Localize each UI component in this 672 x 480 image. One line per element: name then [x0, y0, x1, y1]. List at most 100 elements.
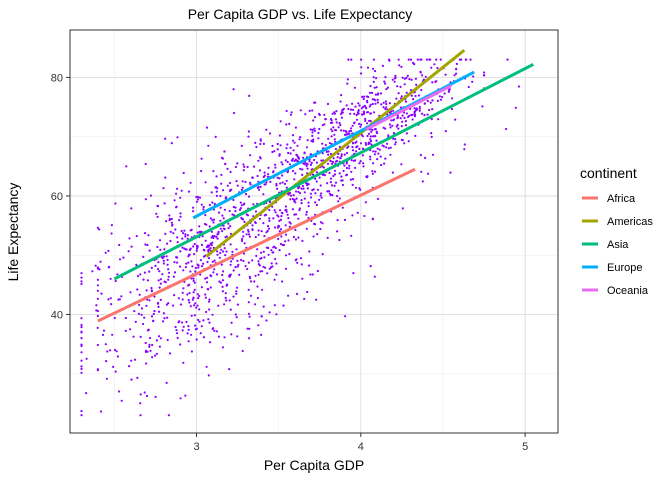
data-point: [238, 208, 242, 211]
data-point: [134, 320, 137, 323]
data-point: [282, 304, 285, 307]
data-point: [413, 115, 416, 118]
data-point: [285, 210, 288, 213]
data-point: [412, 98, 415, 101]
data-point: [204, 181, 207, 184]
data-point: [161, 273, 164, 276]
data-point: [262, 265, 265, 268]
data-point: [273, 278, 276, 281]
data-point: [348, 130, 351, 133]
data-point: [274, 211, 277, 214]
data-point: [353, 112, 356, 115]
data-point: [247, 195, 251, 198]
data-point: [188, 248, 191, 252]
data-point: [272, 251, 275, 254]
data-point: [172, 232, 175, 235]
data-point: [388, 123, 391, 126]
legend-point-europe: [588, 265, 592, 269]
data-point: [236, 184, 239, 187]
data-point: [358, 122, 361, 125]
data-point: [243, 165, 246, 168]
data-point: [96, 297, 99, 300]
data-point: [463, 148, 466, 151]
data-point: [242, 259, 245, 263]
data-point: [296, 144, 299, 147]
data-point: [176, 336, 179, 339]
data-point: [385, 142, 389, 145]
data-point: [361, 95, 364, 98]
data-point: [292, 235, 295, 239]
data-point: [455, 72, 458, 75]
data-point: [96, 289, 99, 292]
data-point: [371, 91, 374, 94]
data-point: [419, 58, 422, 61]
data-point: [262, 142, 265, 145]
data-point: [374, 135, 377, 138]
data-point: [376, 101, 379, 104]
data-point: [372, 150, 375, 153]
data-point: [120, 295, 123, 298]
data-point: [316, 188, 319, 191]
data-point: [201, 235, 204, 238]
data-point: [281, 280, 284, 283]
data-point: [189, 181, 192, 184]
data-point: [239, 201, 242, 204]
data-point: [200, 157, 203, 160]
data-point: [85, 392, 88, 395]
data-point: [307, 264, 311, 267]
data-point: [311, 134, 314, 137]
data-point: [359, 125, 362, 128]
data-point: [295, 292, 299, 295]
data-point: [208, 203, 211, 207]
data-point: [389, 146, 392, 149]
data-point: [360, 58, 363, 61]
data-point: [262, 175, 265, 179]
data-point: [216, 250, 219, 253]
data-point: [179, 397, 182, 400]
data-point: [306, 290, 309, 294]
data-point: [397, 58, 400, 61]
data-point: [234, 266, 237, 269]
data-point: [159, 337, 162, 340]
data-point: [285, 123, 288, 126]
data-point: [403, 83, 406, 86]
data-point: [272, 217, 275, 220]
data-point: [326, 190, 329, 193]
data-point: [136, 376, 139, 379]
data-point: [216, 253, 219, 256]
data-point: [378, 148, 381, 151]
data-point: [423, 114, 426, 117]
data-point: [195, 249, 198, 252]
data-point: [431, 108, 434, 111]
data-point: [220, 248, 223, 251]
data-point: [305, 146, 309, 149]
data-point: [166, 263, 169, 266]
data-point: [299, 136, 302, 139]
data-point: [291, 134, 295, 137]
data-point: [219, 206, 222, 209]
data-point: [109, 297, 112, 300]
data-point: [385, 102, 388, 106]
data-point: [268, 219, 271, 222]
data-point: [372, 80, 375, 83]
data-point: [139, 402, 142, 405]
data-point: [80, 282, 83, 285]
x-axis: 3 4 5: [193, 433, 528, 453]
data-point: [287, 217, 290, 220]
data-point: [280, 215, 283, 218]
data-point: [139, 273, 142, 276]
data-point: [395, 125, 398, 128]
data-point: [301, 239, 304, 242]
data-point: [247, 135, 250, 138]
data-point: [333, 173, 337, 176]
data-point: [297, 190, 300, 193]
data-point: [100, 292, 103, 295]
data-point: [351, 183, 354, 186]
data-point: [371, 217, 374, 220]
data-point: [413, 110, 416, 113]
data-point: [399, 85, 402, 88]
data-point: [142, 255, 145, 258]
data-point: [358, 147, 361, 150]
data-point: [311, 189, 314, 192]
data-point: [252, 165, 256, 168]
